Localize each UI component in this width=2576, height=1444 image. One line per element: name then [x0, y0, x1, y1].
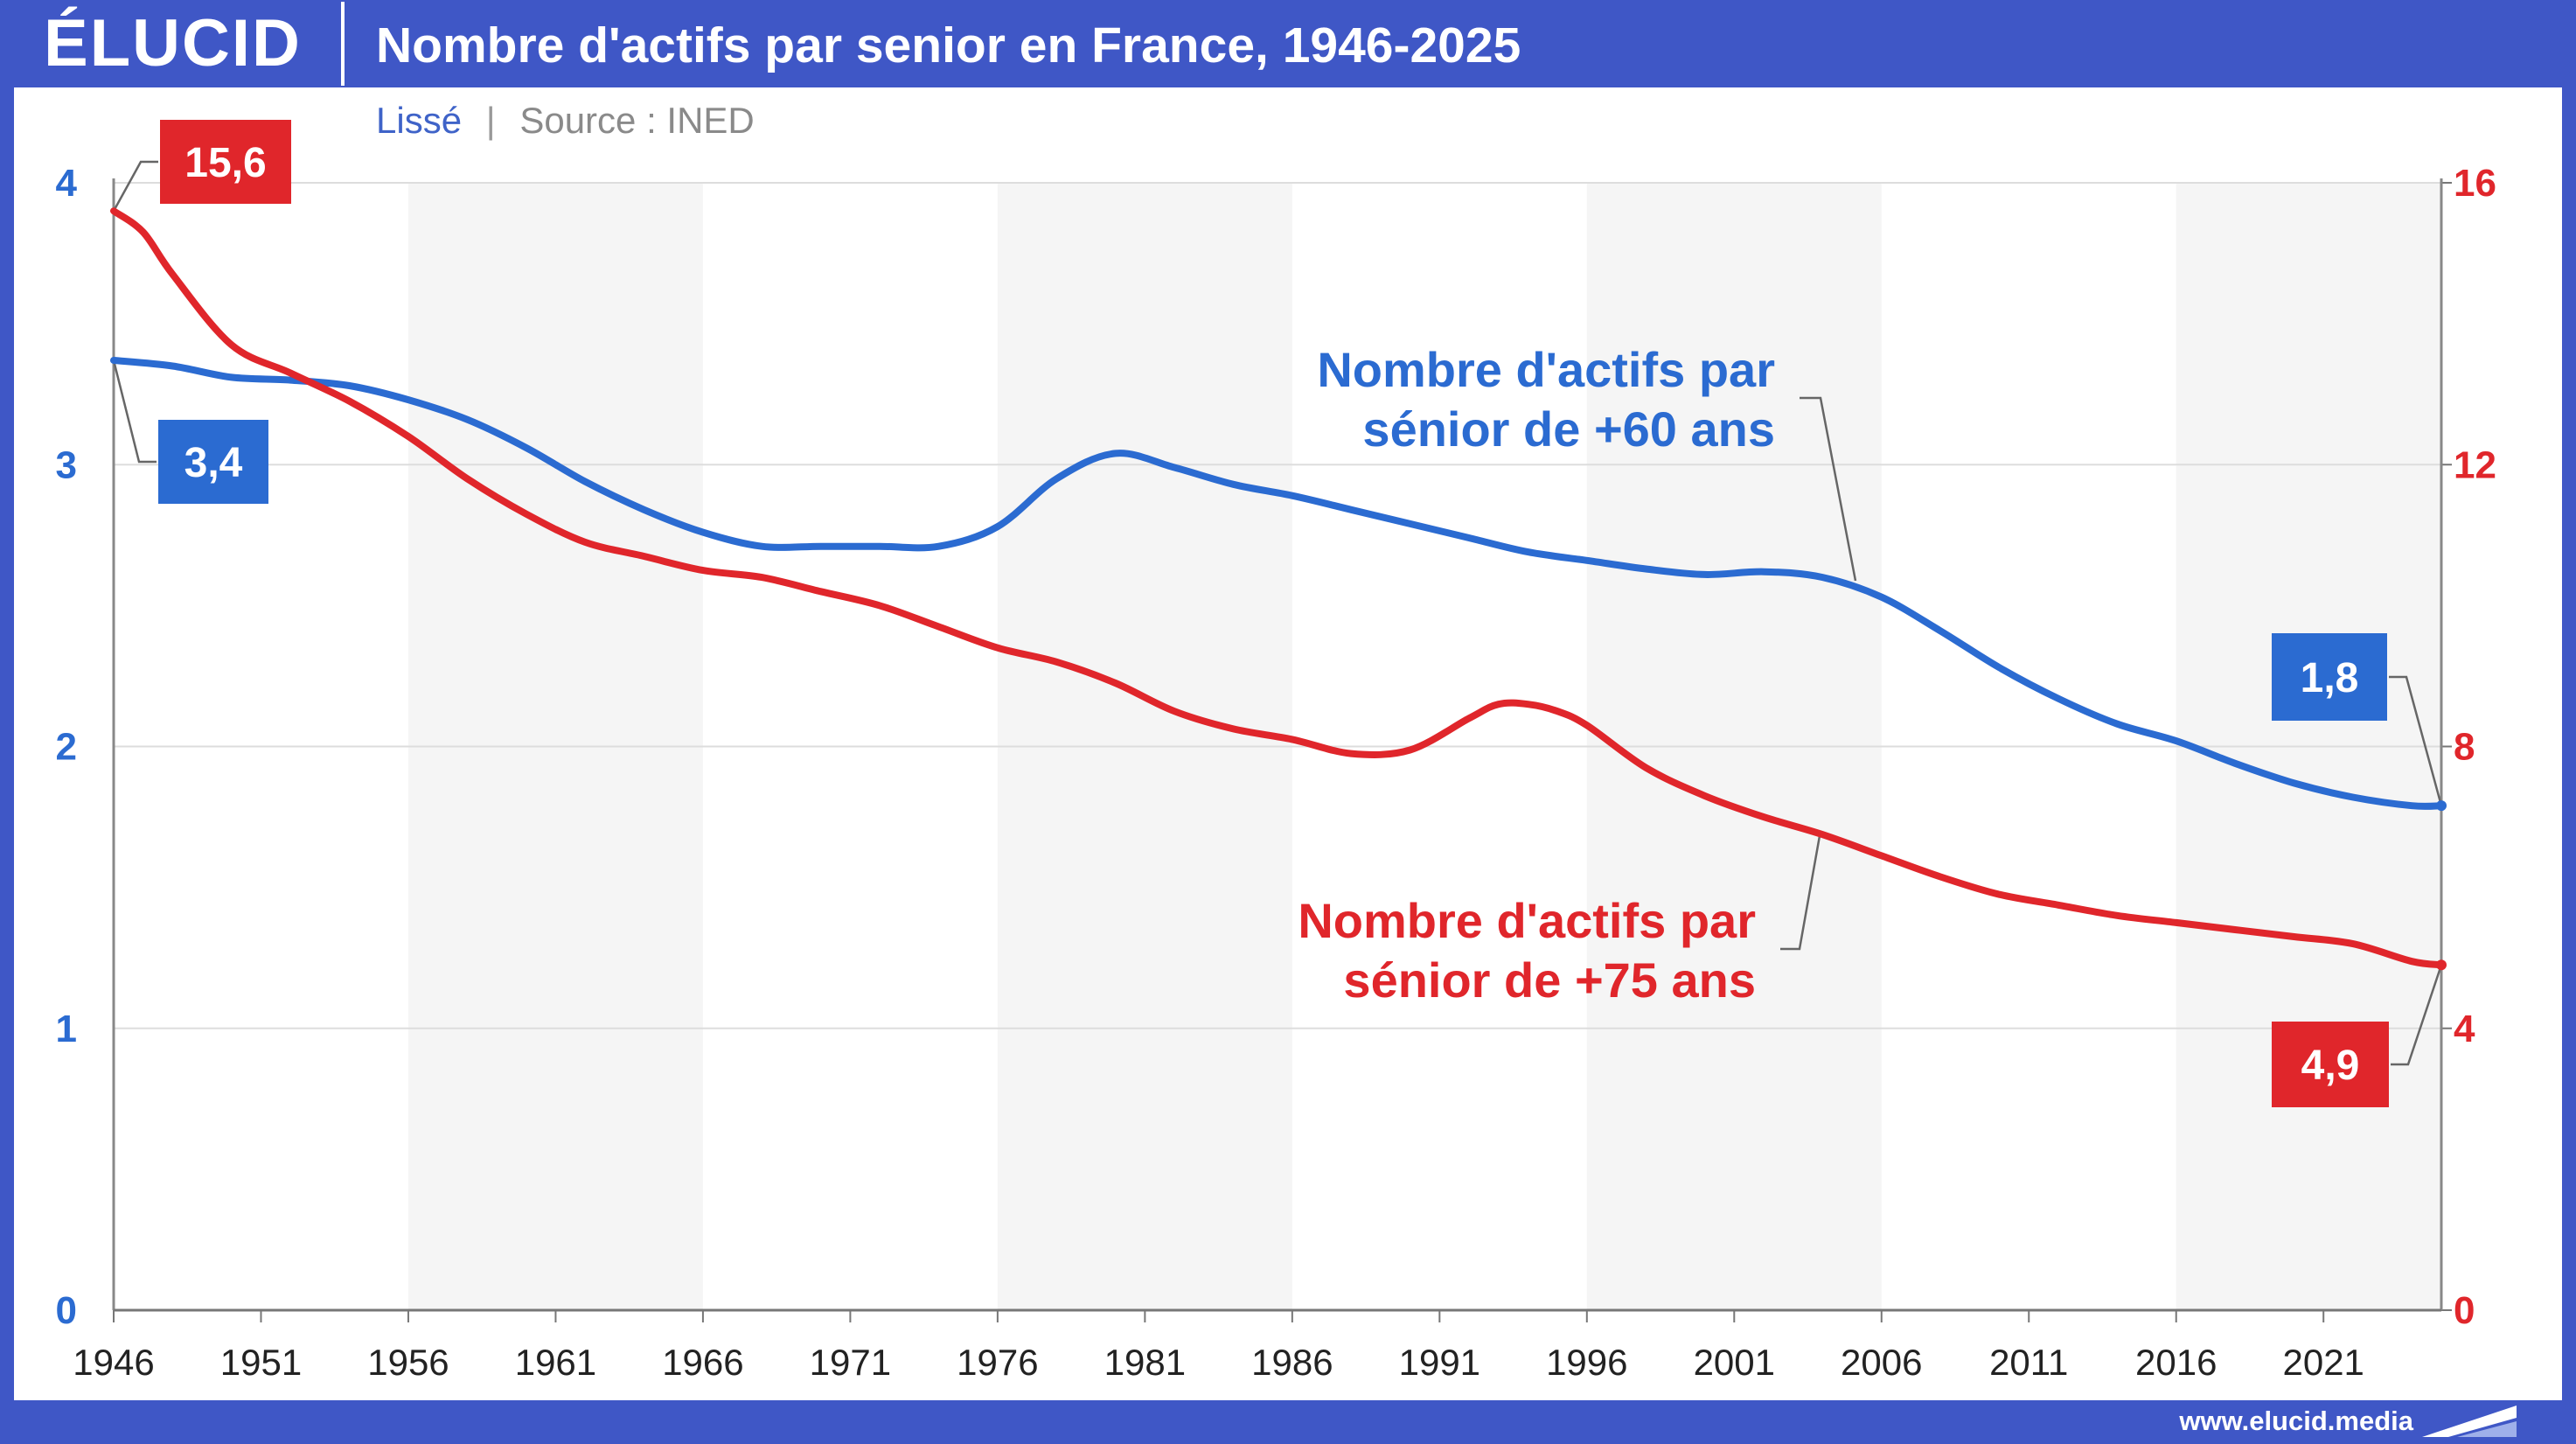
- y-left-tick-2: 2: [56, 726, 77, 769]
- smoothing-note: Lissé: [376, 100, 463, 141]
- gridlines: [114, 182, 2441, 1029]
- leader-series-over-75: [1780, 830, 1822, 951]
- y-left-tick-4: 4: [56, 162, 78, 205]
- x-tick-1991: 1991: [1399, 1342, 1480, 1383]
- elucid-mark-icon: [2422, 1406, 2517, 1437]
- leader-blue-end: [2389, 675, 2443, 806]
- axes: [112, 178, 2452, 1322]
- leader-red-start: [112, 160, 158, 212]
- footer-url[interactable]: www.elucid.media: [2179, 1406, 2413, 1436]
- y-right-tick-4: 4: [2454, 1008, 2475, 1050]
- x-tick-2016: 2016: [2135, 1342, 2217, 1383]
- series-end-dot-1: [2436, 959, 2447, 971]
- series-label-over-60-line-1: Nombre d'actifs par: [1317, 342, 1775, 397]
- x-tick-1981: 1981: [1104, 1342, 1186, 1383]
- x-tick-2006: 2006: [1841, 1342, 1922, 1383]
- series-end-dot-0: [2436, 800, 2447, 812]
- series-lines: [110, 207, 2447, 971]
- x-tick-1996: 1996: [1546, 1342, 1627, 1383]
- y-left-tick-0: 0: [56, 1289, 77, 1332]
- leader-lines: [112, 160, 2443, 1066]
- y-right-tick-0: 0: [2454, 1289, 2475, 1332]
- y-right-tick-16: 16: [2454, 162, 2496, 205]
- y-right-tick-8: 8: [2454, 726, 2475, 769]
- header-divider: [341, 2, 345, 86]
- callout-box-red-end: [2272, 1022, 2389, 1107]
- series-label-over-75-line-1: Nombre d'actifs par: [1298, 893, 1756, 948]
- x-tick-1966: 1966: [662, 1342, 743, 1383]
- callout-box-blue-start: [158, 420, 268, 504]
- callout-value-red-start: 15,6: [184, 140, 266, 186]
- subtitle-separator: |: [485, 100, 496, 141]
- x-tick-1971: 1971: [810, 1342, 891, 1383]
- series-label-over-75-line-2: sénior de +75 ans: [1343, 952, 1756, 1008]
- x-tick-1951: 1951: [220, 1342, 302, 1383]
- y-left-tick-3: 3: [56, 443, 77, 486]
- header: ÉLUCID Nombre d'actifs par senior en Fra…: [0, 0, 2576, 87]
- x-tick-1976: 1976: [957, 1342, 1038, 1383]
- leader-blue-start: [112, 359, 157, 464]
- series-label-over-60-line-2: sénior de +60 ans: [1362, 401, 1775, 457]
- series-line-over-60: [110, 357, 2445, 810]
- callout-value-blue-start: 3,4: [184, 440, 243, 486]
- x-tick-1956: 1956: [367, 1342, 449, 1383]
- callout-box-blue-end: [2272, 633, 2387, 721]
- x-tick-1986: 1986: [1251, 1342, 1333, 1383]
- leader-red-end: [2391, 964, 2443, 1066]
- leader-series-over-60: [1800, 396, 1857, 582]
- elucid-logo: ÉLUCID: [44, 6, 302, 80]
- y-left-tick-1: 1: [56, 1008, 77, 1050]
- chart-title: Nombre d'actifs par senior en France, 19…: [376, 17, 1521, 73]
- x-tick-1961: 1961: [515, 1342, 596, 1383]
- callout-value-red-end: 4,9: [2301, 1043, 2360, 1089]
- x-tick-2011: 2011: [1989, 1342, 2068, 1383]
- x-tick-1946: 1946: [73, 1342, 154, 1383]
- x-tick-2001: 2001: [1694, 1342, 1775, 1383]
- y-right-tick-12: 12: [2454, 443, 2496, 486]
- chart-subtitle: Lissé | Source : INED: [376, 98, 755, 143]
- series-line-over-75: [110, 207, 2445, 969]
- x-tick-2021: 2021: [2282, 1342, 2364, 1383]
- source-note: Source : INED: [519, 100, 755, 141]
- callout-box-red-start: [160, 120, 291, 204]
- callout-value-blue-end: 1,8: [2301, 655, 2359, 701]
